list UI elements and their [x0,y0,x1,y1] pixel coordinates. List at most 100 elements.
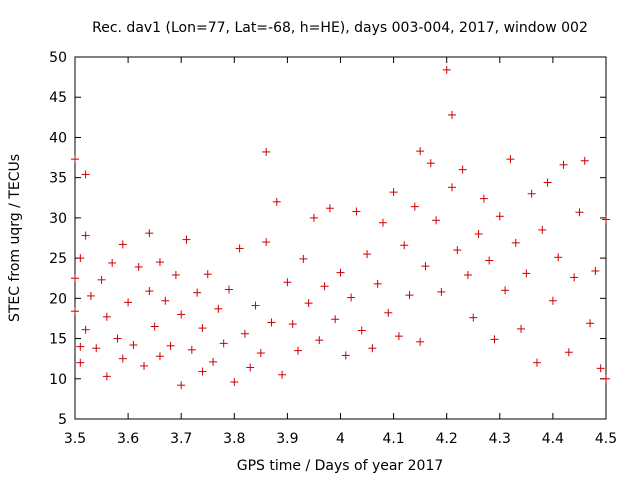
data-point [421,262,430,271]
data-point [463,271,472,280]
data-point [145,229,154,238]
y-tick-label: 45 [49,90,67,106]
data-point [511,238,520,247]
data-point [177,381,186,390]
data-point [432,216,441,225]
data-point [86,291,95,300]
data-point [522,269,531,278]
data-point [426,159,435,168]
data-point [559,160,568,169]
data-point [214,304,223,313]
data-point [76,358,85,367]
data-point [458,165,467,174]
data-point [166,341,175,350]
data-point [368,344,377,353]
data-point [336,268,345,277]
x-tick-label: 3.6 [117,431,139,447]
data-point [320,282,329,291]
data-point [118,240,127,249]
data-point [288,320,297,329]
chart-title: Rec. dav1 (Lon=77, Lat=-68, h=HE), days … [92,20,588,36]
data-point [155,258,164,267]
data-point [315,336,324,345]
data-point [187,345,196,354]
data-point [262,238,271,247]
data-point [97,275,106,284]
data-point [304,299,313,308]
data-point [532,358,541,367]
data-point [118,354,127,363]
data-point [410,202,419,211]
data-point [182,235,191,244]
data-point [416,337,425,346]
data-point [309,213,318,222]
data-point [400,241,409,250]
data-point [495,212,504,221]
data-point [602,215,610,224]
y-tick-label: 30 [49,211,67,227]
data-point [71,307,79,316]
data-point [586,319,595,328]
data-point [448,110,457,119]
data-point [129,340,138,349]
data-point [71,155,79,164]
data-point [331,315,340,324]
data-point [506,155,515,164]
data-point [76,254,85,263]
data-point [198,367,207,376]
data-point [299,254,308,263]
data-point [378,218,387,227]
plot-frame [74,56,607,420]
data-point [76,342,85,351]
axis-ticks: 3.5 3.6 3.7 3.8 3.9 4 4.1 4.2 4.3 4.4 4.5 5 10 15 20 25… [49,50,617,447]
data-point [554,253,563,262]
data-point [580,156,589,165]
x-tick-label: 3.9 [276,431,298,447]
data-point [71,274,79,283]
x-tick-label: 3.5 [64,431,86,447]
x-tick-label: 4.4 [542,431,564,447]
y-axis-label: STEC from uqrg / TECUs [7,154,23,322]
data-points [71,65,610,390]
data-point [325,204,334,213]
data-point [108,258,117,267]
y-tick-label: 20 [49,291,67,307]
data-point [251,301,260,310]
data-point [81,170,90,179]
data-point [490,335,499,344]
data-point [155,352,164,361]
data-point [145,287,154,296]
data-point [543,178,552,187]
data-point [219,339,228,348]
y-tick-label: 25 [49,251,67,267]
data-point [240,329,249,338]
data-point [357,326,366,335]
x-tick-label: 4.3 [489,431,511,447]
data-point [570,273,579,282]
data-point [171,271,180,280]
data-point [575,208,584,217]
data-point [448,183,457,192]
data-point [527,189,536,198]
data-point [177,310,186,319]
data-point [596,364,605,373]
data-point [437,287,446,296]
data-point [479,194,488,203]
y-tick-label: 35 [49,171,67,187]
data-point [602,374,610,383]
data-point [113,334,122,343]
data-point [198,324,207,333]
data-point [92,344,101,353]
data-point [224,285,233,294]
x-tick-label: 4.5 [595,431,617,447]
data-point [294,346,303,355]
data-point [102,372,111,381]
data-point [469,313,478,322]
data-point [384,308,393,317]
data-point [538,225,547,234]
data-point [161,296,170,305]
data-point [548,296,557,305]
data-point [283,278,292,287]
data-point [474,229,483,238]
data-point [352,207,361,216]
